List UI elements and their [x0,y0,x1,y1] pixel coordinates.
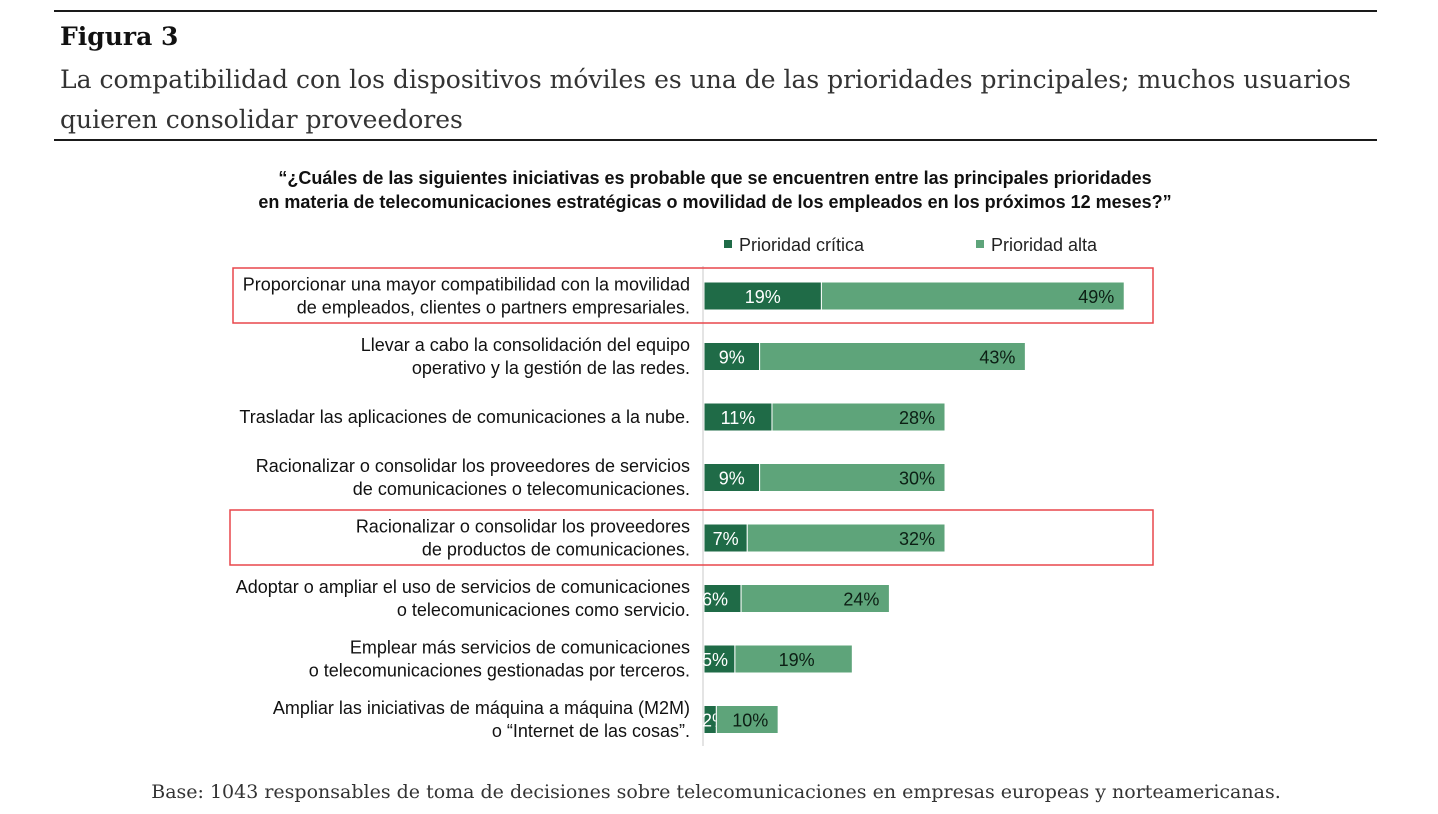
category-label: de productos de comunicaciones. [422,540,690,560]
bar-segment [820,281,1125,311]
bar-value-label: 28% [899,408,935,428]
bar-value-label: 7% [713,529,739,549]
bar-segment [759,342,1026,371]
category-label: o “Internet de las cosas”. [492,721,690,741]
bar-value-label: 30% [899,469,935,489]
bar-segment [703,644,736,674]
legend-label: Prioridad alta [991,235,1098,255]
bar-value-label: 19% [779,650,815,670]
figure-label: Figura 3 [60,22,179,51]
chart-question: “¿Cuáles de las siguientes iniciativas e… [200,166,1230,214]
chart-question-line: en materia de telecomunicaciones estraté… [258,192,1172,212]
bar-segment [703,342,761,371]
category-label: Proporcionar una mayor compatibilidad co… [243,275,690,295]
bar-value-label: 49% [1078,287,1114,307]
bar-value-label: 32% [899,529,935,549]
category-label: de empleados, clientes o partners empres… [297,298,690,318]
highlight-box [232,267,1154,324]
bar-value-label: 9% [719,469,745,489]
category-label: Emplear más servicios de comunicaciones [350,638,690,658]
bar-segment [740,584,890,613]
bar-segment [703,523,748,553]
category-label: Adoptar o ampliar el uso de servicios de… [236,577,690,597]
legend-swatch [724,240,732,248]
bar-segment [715,705,779,734]
bar-value-label: 11% [721,408,756,428]
bar-value-label: 10% [732,711,768,731]
category-label: o telecomunicaciones gestionadas por ter… [309,661,690,681]
bottom-rule [54,139,1377,141]
legend-label: Prioridad crítica [739,235,865,255]
category-label: operativo y la gestión de las redes. [412,358,690,378]
bar-segment [703,402,773,432]
bar-segment [703,584,742,613]
bar-value-label: 19% [745,287,781,307]
bar-value-label: 24% [843,590,879,610]
category-label: o telecomunicaciones como servicio. [397,600,690,620]
figure-title: La compatibilidad con los dispositivos m… [60,65,1352,134]
category-label: Racionalizar o consolidar los proveedore… [256,456,690,476]
chart-question-line: “¿Cuáles de las siguientes iniciativas e… [278,168,1152,188]
category-label: Racionalizar o consolidar los proveedore… [356,517,690,537]
bar-value-label: 6% [702,590,728,610]
bar-value-label: 9% [719,348,745,368]
category-label: Llevar a cabo la consolidación del equip… [361,335,690,355]
footnote: Base: 1043 responsables de toma de decis… [151,781,1281,803]
bar-value-label: 5% [702,650,728,670]
category-label: Trasladar las aplicaciones de comunicaci… [239,407,690,427]
highlight-box [229,509,1154,566]
top-rule [54,10,1377,12]
bar-segment [746,523,946,553]
bar-segment [734,644,853,674]
category-label: de comunicaciones o telecomunicaciones. [353,479,690,499]
bar-segment [703,281,822,311]
bar-segment [759,463,946,492]
bar-segment [771,402,946,432]
category-label: Ampliar las iniciativas de máquina a máq… [273,698,690,718]
bar-value-label: 43% [979,348,1015,368]
legend-swatch [976,240,984,248]
